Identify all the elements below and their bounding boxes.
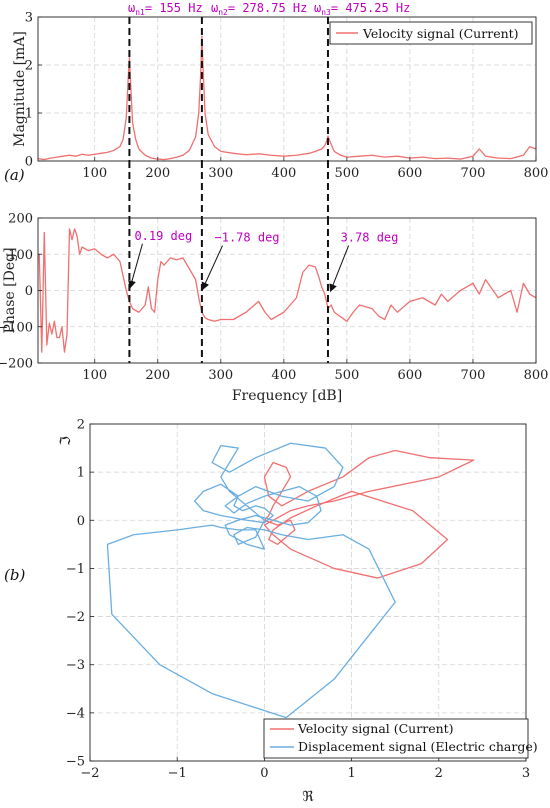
ny-series-line-1 [106, 442, 396, 719]
phase-annotation-arrow-2 [329, 245, 350, 293]
ph-xtick-label: 500 [334, 368, 359, 383]
ph-xtick-label: 600 [398, 368, 423, 383]
ny-ytick-label: −4 [66, 706, 85, 721]
ph-xtick-label: 300 [208, 368, 233, 383]
resonance-label-2: ωn2= 278.75 Hz [211, 1, 307, 17]
mag-xtick-label: 100 [82, 166, 107, 181]
nyquist-xlabel: ℜ [302, 789, 314, 805]
ph-xtick-label: 200 [145, 368, 170, 383]
resonance-label-1: ωn1= 155 Hz [128, 1, 203, 17]
phase-series [38, 228, 536, 353]
phase-annotation-label-0: 0.19 deg [134, 229, 192, 243]
nyquist-ylabel: ℑ [58, 436, 74, 446]
mag-xtick-label: 600 [398, 166, 423, 181]
nyquist-chart: −2 −1 0 1 2 3 −5 −4 −3 −2 −1 0 1 2 ℑ ℜ Velocity signa… [58, 418, 538, 806]
phase-annotation-arrow-0 [128, 243, 143, 289]
magnitude-legend-box [329, 21, 533, 45]
nyquist-axes-box [89, 423, 527, 762]
ny-ytick-label: 2 [77, 418, 85, 433]
ny-ytick-label: 0 [77, 514, 85, 529]
ph-xtick-label: 700 [461, 368, 486, 383]
ph-ytick-label: −100 [0, 320, 33, 335]
phase-annotations: 0.19 deg −1.78 deg 3.78 deg [128, 229, 399, 293]
mag-xtick-label: 200 [145, 166, 170, 181]
phase-chart: 100 200 300 400 500 600 700 800−200−1000100200 … [0, 161, 548, 404]
magnitude-ylabel: Magnitude [mA] [12, 31, 28, 147]
ny-ytick-label: −5 [66, 755, 85, 770]
mag-series-line-0 [38, 35, 536, 161]
ny-xtick-label: 1 [347, 766, 355, 781]
ny-xtick-label: 0 [260, 766, 268, 781]
ph-ytick-label: 100 [8, 248, 33, 263]
ny-xtick-label: 3 [522, 766, 530, 781]
ph-xtick-label: 800 [524, 368, 549, 383]
ph-xtick-label: 400 [271, 368, 296, 383]
panel-label-a: (a) [4, 166, 25, 184]
nyquist-tick-labels: −2 −1 0 1 2 3 −5 −4 −3 −2 −1 0 1 2 [66, 418, 530, 782]
mag-ytick-label: 2 [25, 59, 33, 74]
mag-xtick-label: 500 [334, 166, 359, 181]
ny-series-line-0 [263, 449, 475, 579]
mag-xtick-label: 400 [271, 166, 296, 181]
nyquist-legend: Velocity signal (Current) Displacement s… [263, 718, 538, 759]
nyquist-legend-entry-displacement: Displacement signal (Electric charge) [298, 739, 538, 754]
ny-ytick-label: −3 [66, 658, 85, 673]
phase-tick-labels: 100 200 300 400 500 600 700 800 −200 −100 0 100 200 [0, 212, 548, 384]
ny-xtick-label: 2 [435, 766, 443, 781]
phase-annotation-label-2: 3.78 deg [341, 231, 399, 245]
phase-ylabel: Phase [Deg] [2, 247, 18, 333]
phase-xlabel: Frequency [dB] [232, 388, 342, 404]
resonance-label-3: ωn3= 475.25 Hz [314, 1, 410, 17]
ny-ytick-label: 1 [77, 466, 85, 481]
magnitude-tick-labels: 100 200 300 400 500 600 700 800 0 1 2 3 [25, 11, 549, 182]
panel-label-b: (b) [4, 566, 25, 584]
phase-resonance-lines [128, 161, 329, 363]
resonance-labels: ωn1= 155 Hz ωn2= 278.75 Hz ωn3= 475.25 Hz [128, 1, 410, 17]
ph-ytick-label: −200 [0, 357, 33, 372]
mag-ytick-label: 0 [25, 155, 33, 170]
nyquist-legend-entry-velocity: Velocity signal (Current) [297, 721, 454, 736]
magnitude-legend-entry: Velocity signal (Current) [362, 26, 519, 41]
ny-ytick-label: −1 [66, 562, 85, 577]
ph-xtick-label: 100 [82, 368, 107, 383]
nyquist-grid [89, 423, 527, 762]
magnitude-axes-box [37, 16, 537, 162]
ny-xtick-label: −2 [80, 766, 99, 781]
nyquist-legend-box [263, 718, 529, 759]
ny-xtick-label: −1 [168, 766, 187, 781]
mag-xtick-label: 700 [461, 166, 486, 181]
ph-ytick-label: 200 [8, 212, 33, 227]
ny-ytick-label: −2 [66, 610, 85, 625]
nyquist-series [106, 442, 475, 719]
mag-ytick-label: 1 [25, 107, 33, 122]
magnitude-legend: Velocity signal (Current) [329, 21, 533, 45]
mag-xtick-label: 300 [208, 166, 233, 181]
magnitude-series [38, 35, 536, 161]
phase-annotation-arrow-1 [201, 245, 223, 291]
ph-series-line-0 [38, 228, 536, 353]
phase-annotation-label-1: −1.78 deg [215, 231, 280, 245]
ph-ytick-label: 0 [25, 284, 33, 299]
mag-ytick-label: 3 [25, 11, 33, 26]
magnitude-chart: 100 200 300 400 500 600 700 800 0 1 2 3 Magnitude [… [12, 1, 548, 181]
magnitude-resonance-lines [128, 17, 329, 161]
mag-xtick-label: 800 [524, 166, 549, 181]
